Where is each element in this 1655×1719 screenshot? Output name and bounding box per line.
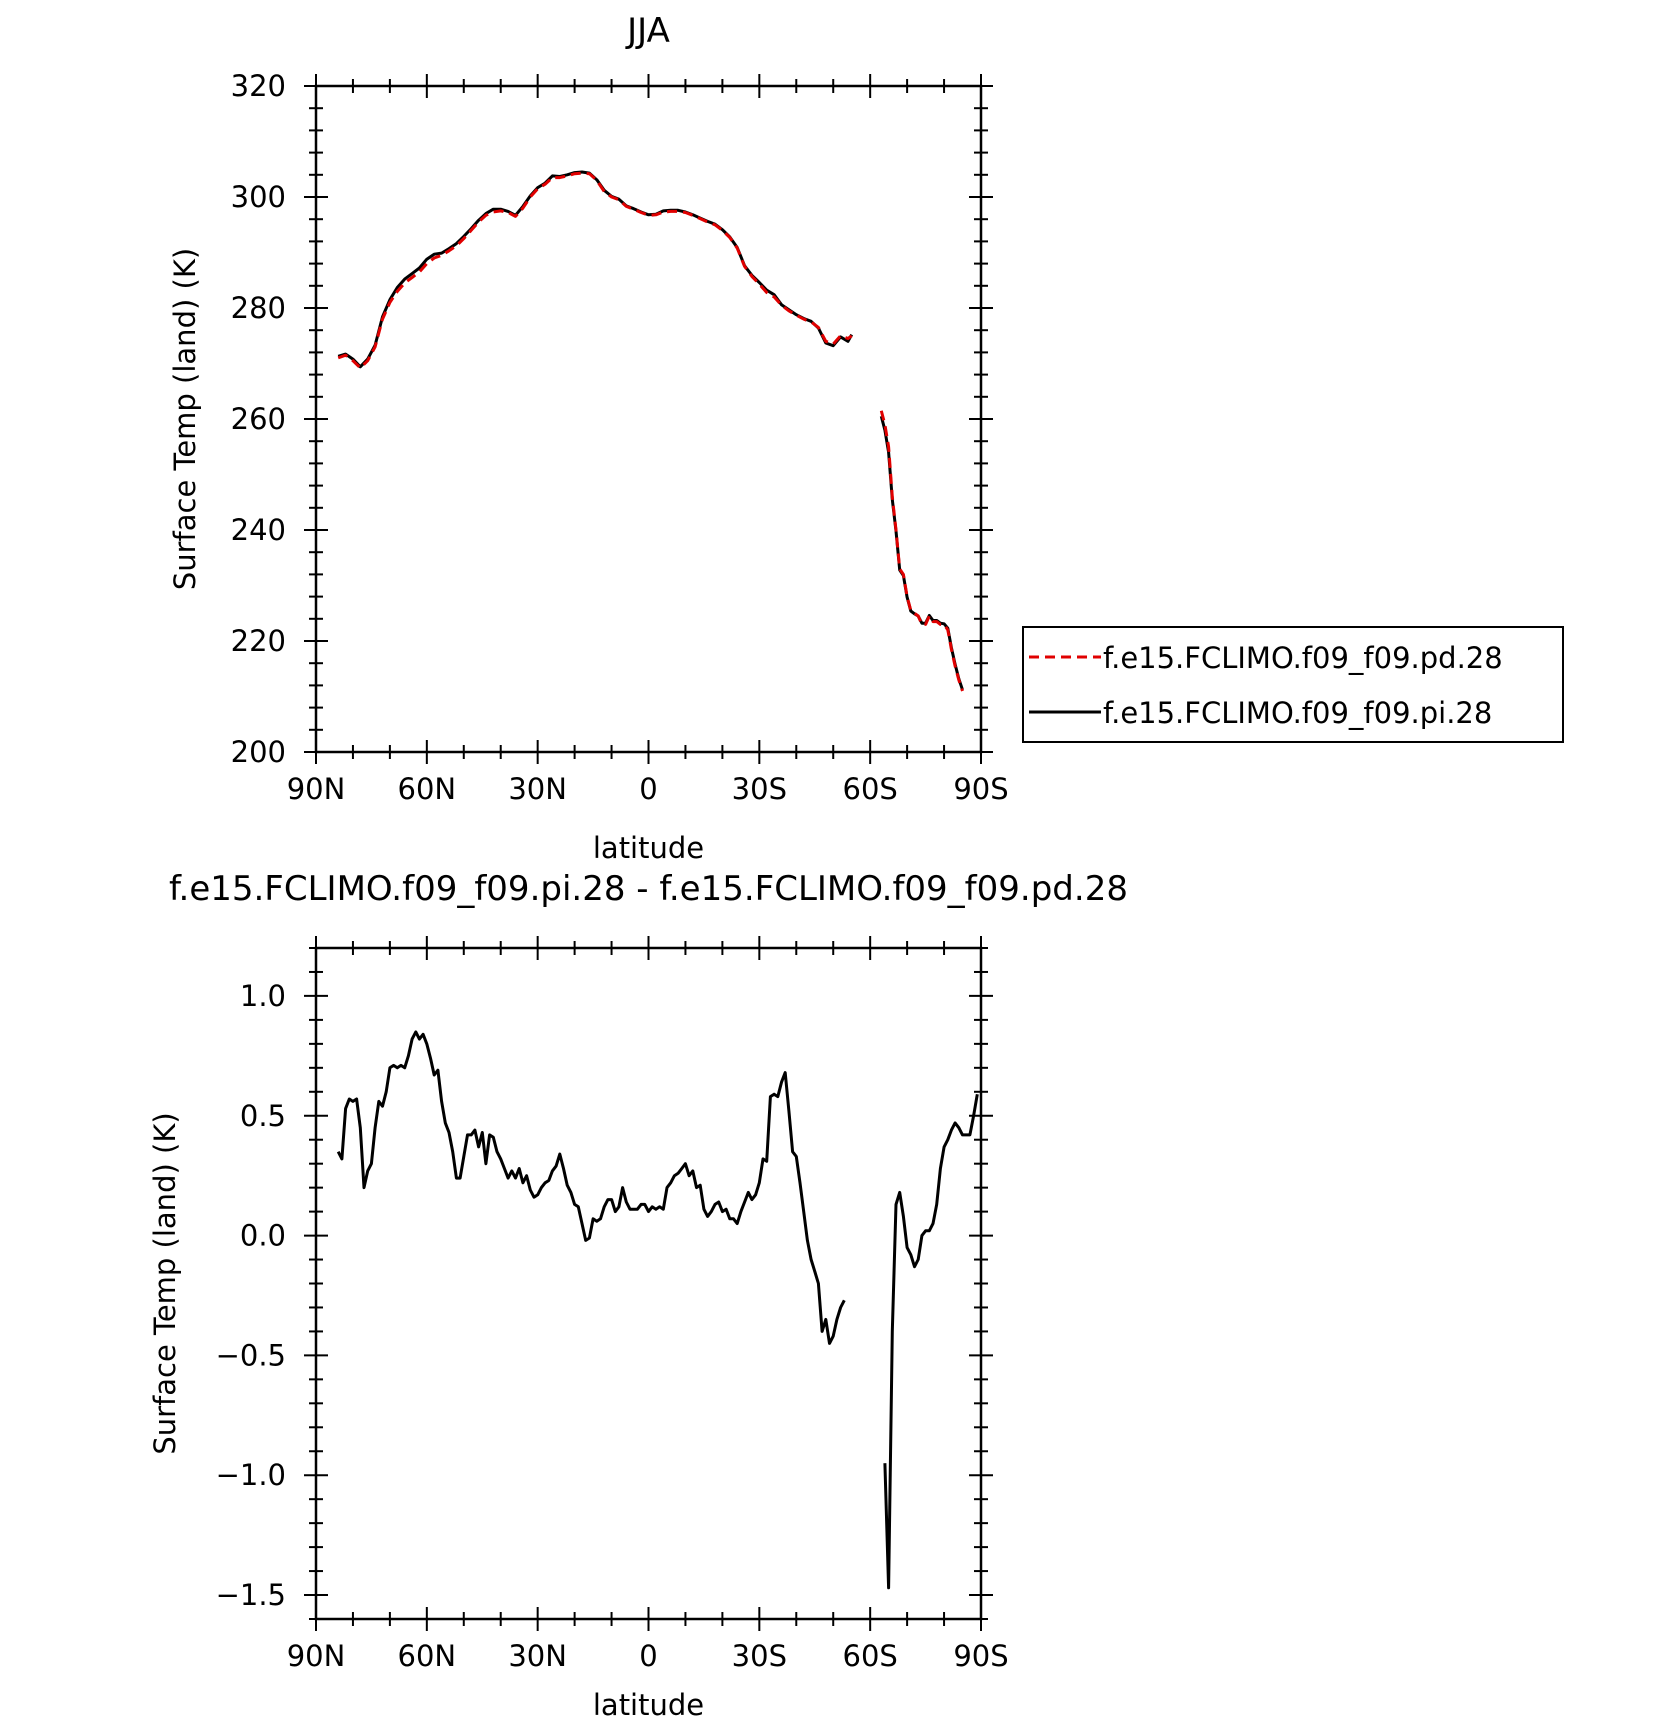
y-tick-label: −0.5	[216, 1338, 286, 1372]
y-tick-label: 0.0	[240, 1219, 286, 1253]
series-group	[336, 1030, 979, 1590]
legend-label: f.e15.FCLIMO.f09_f09.pi.28	[1103, 696, 1492, 730]
chart-title: f.e15.FCLIMO.f09_f09.pi.28 - f.e15.FCLIM…	[169, 869, 1128, 909]
legend: f.e15.FCLIMO.f09_f09.pd.28 f.e15.FCLIMO.f…	[1022, 626, 1564, 743]
y-tick-label: −1.5	[216, 1578, 286, 1612]
legend-box	[1022, 626, 1564, 743]
x-tick-label: 90S	[953, 1639, 1008, 1673]
x-tick-label: 0	[639, 772, 657, 806]
x-tick-label: 60N	[398, 1639, 457, 1673]
y-tick-label: 200	[231, 735, 286, 769]
x-tick-label: 60N	[398, 772, 457, 806]
y-axis-label: Surface Temp (land) (K)	[168, 248, 202, 590]
y-axis-label: Surface Temp (land) (K)	[148, 1112, 182, 1454]
x-axis: 90N 60N 30N 0 30S 60S 90S latitude	[287, 936, 1009, 1719]
x-tick-label: 60S	[843, 772, 898, 806]
x-axis-label: latitude	[593, 831, 704, 865]
x-tick-label: 30S	[732, 772, 787, 806]
x-tick-label: 90N	[287, 772, 346, 806]
x-axis: 90N 60N 30N 0 30S 60S 90S latitude	[287, 74, 1009, 865]
x-axis-label: latitude	[593, 1688, 704, 1719]
x-tick-label: 30S	[732, 1639, 787, 1673]
y-axis: 200 220 240 260 280 300 320 Surface Temp (land)…	[168, 69, 993, 769]
series-line-1	[336, 1030, 846, 1345]
x-tick-label: 90N	[287, 1639, 346, 1673]
series-line-2	[337, 170, 854, 369]
series-line-2	[883, 1093, 979, 1590]
y-tick-label: 260	[231, 402, 286, 436]
y-tick-label: 240	[231, 513, 286, 547]
y-tick-label: 220	[231, 624, 286, 658]
x-tick-label: 30N	[508, 1639, 567, 1673]
plot-frame	[314, 946, 983, 1621]
y-axis: −1.5 −1.0 −0.5 0.0 0.5 1.0 Surface Temp (land)…	[148, 947, 993, 1620]
x-tick-label: 30N	[508, 772, 567, 806]
series-line-3	[879, 410, 964, 692]
series-group	[337, 170, 964, 692]
series-line-1	[337, 171, 853, 370]
y-tick-label: −1.0	[216, 1458, 286, 1492]
y-tick-label: 0.5	[240, 1099, 286, 1133]
y-tick-label: 300	[231, 180, 286, 214]
x-tick-label: 60S	[843, 1639, 898, 1673]
y-tick-label: 280	[231, 291, 286, 325]
legend-label: f.e15.FCLIMO.f09_f09.pd.28	[1103, 641, 1503, 675]
x-tick-label: 90S	[953, 772, 1008, 806]
chart-title: JJA	[625, 11, 670, 51]
x-tick-label: 0	[639, 1639, 657, 1673]
y-tick-label: 320	[231, 69, 286, 103]
y-tick-label: 1.0	[240, 979, 286, 1013]
chart-2: f.e15.FCLIMO.f09_f09.pi.28 - f.e15.FCLIM…	[148, 869, 1128, 1719]
